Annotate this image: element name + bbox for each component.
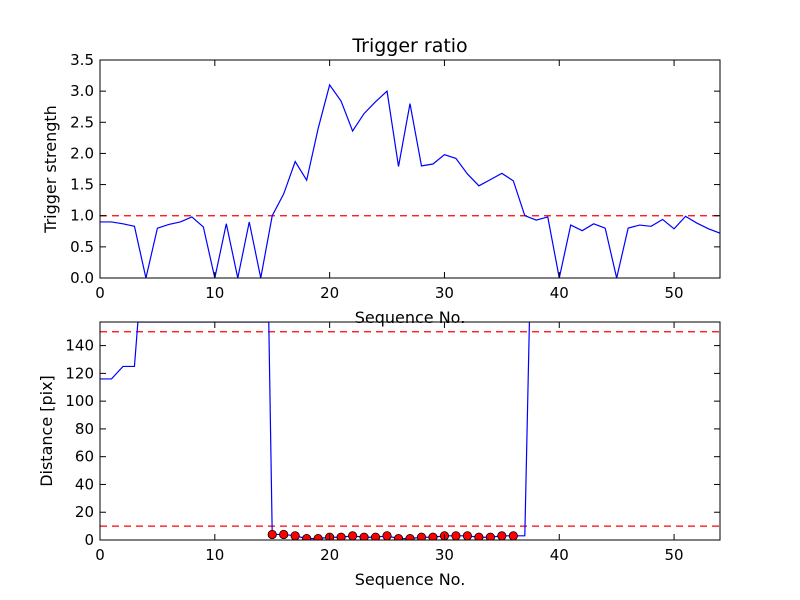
y-tick-label: 3.0 bbox=[70, 82, 94, 100]
plot-area bbox=[100, 83, 720, 278]
y-tick-label: 1.5 bbox=[70, 176, 94, 194]
x-axis-label: Sequence No. bbox=[355, 570, 466, 589]
x-tick-label: 40 bbox=[550, 284, 569, 302]
data-point bbox=[347, 531, 358, 540]
y-tick-label: 60 bbox=[75, 448, 94, 466]
y-tick-label: 20 bbox=[75, 503, 94, 521]
data-point bbox=[302, 534, 312, 540]
x-tick-label: 30 bbox=[435, 546, 454, 564]
axes-frame bbox=[99, 59, 721, 279]
y-tick-label: 0.5 bbox=[70, 238, 94, 256]
data-point bbox=[428, 532, 438, 540]
y-tick-label: 100 bbox=[65, 392, 94, 410]
data-point bbox=[462, 531, 473, 540]
y-tick-label: 2.0 bbox=[70, 144, 94, 162]
y-tick-label: 0 bbox=[84, 531, 94, 549]
data-point bbox=[279, 529, 289, 540]
y-tick-label: 120 bbox=[65, 364, 94, 382]
data-point bbox=[508, 531, 518, 540]
data-point bbox=[336, 532, 346, 540]
y-tick-label: 2.5 bbox=[70, 113, 94, 131]
data-point bbox=[313, 534, 323, 540]
data-point bbox=[382, 531, 392, 540]
y-tick-label: 80 bbox=[75, 420, 94, 438]
x-tick-label: 50 bbox=[665, 546, 684, 564]
chart-panel-1: 0 10 20 30 40 50 0.0 0.5 1.0 1.5 2.0 2.5 3.0 3.5 Seque… bbox=[41, 35, 721, 327]
data-point bbox=[290, 531, 300, 540]
x-tick-label: 0 bbox=[95, 284, 105, 302]
x-tick-label: 40 bbox=[550, 546, 569, 564]
data-point bbox=[267, 529, 277, 540]
data-point bbox=[497, 531, 507, 540]
y-axis-label: Trigger strength bbox=[41, 105, 60, 234]
plot-area bbox=[100, 322, 720, 540]
data-point bbox=[474, 532, 484, 540]
series-line bbox=[100, 322, 531, 540]
series-line bbox=[100, 83, 720, 278]
axes-frame bbox=[99, 321, 721, 541]
y-axis-label: Distance [pix] bbox=[37, 375, 56, 487]
y-tick-label: 40 bbox=[75, 475, 94, 493]
x-tick-label: 10 bbox=[205, 546, 224, 564]
x-axis-label: Sequence No. bbox=[355, 308, 466, 327]
data-point bbox=[370, 532, 381, 540]
x-tick-label: 30 bbox=[435, 284, 454, 302]
y-tick-label: 0.0 bbox=[70, 269, 94, 287]
x-tick-label: 50 bbox=[665, 284, 684, 302]
data-point bbox=[451, 531, 461, 540]
x-tick-label: 0 bbox=[95, 546, 105, 564]
data-point bbox=[393, 534, 404, 540]
data-point bbox=[405, 534, 415, 540]
data-point bbox=[416, 532, 427, 540]
x-tick-label: 10 bbox=[205, 284, 224, 302]
data-point bbox=[485, 532, 495, 540]
y-tick-label: 1.0 bbox=[70, 207, 94, 225]
chart-title: Trigger ratio bbox=[351, 35, 467, 57]
y-tick-label: 3.5 bbox=[70, 51, 94, 69]
x-tick-label: 20 bbox=[320, 546, 339, 564]
data-point bbox=[359, 532, 369, 540]
y-tick-label: 140 bbox=[65, 337, 94, 355]
x-tick-label: 20 bbox=[320, 284, 339, 302]
chart-panel-2: 0 10 20 30 40 50 0 20 40 60 80 100 120 140 Sequence No… bbox=[37, 321, 721, 589]
